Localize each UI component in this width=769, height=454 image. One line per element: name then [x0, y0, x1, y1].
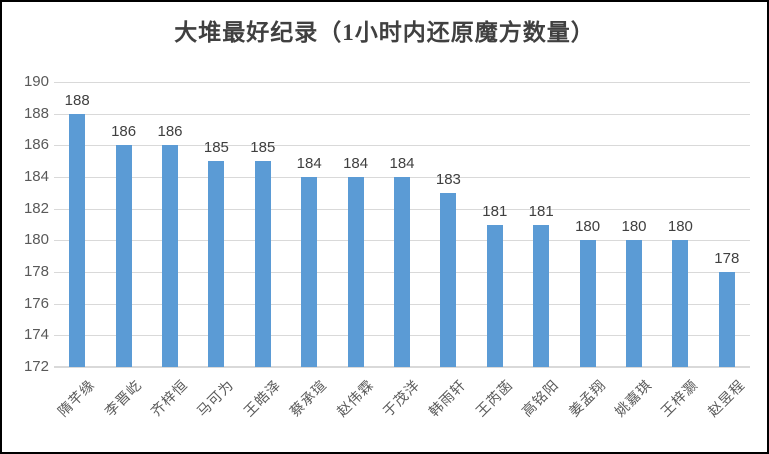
- x-category-label: 李晋屹: [102, 377, 146, 421]
- x-axis: 隋芊缘 李晋屹 齐梓恒 马可为 王皓泽 蔡承瑄 赵伟霖 于茂洋 韩雨轩 王芮菡 高铭阳 姜孟翔 姚嘉琪王…: [54, 367, 750, 452]
- bar-value-label: 184: [296, 155, 322, 172]
- bar-value-label: 185: [203, 139, 229, 157]
- x-category-label: 隋芊缘: [56, 377, 99, 421]
- gridline: [54, 113, 750, 115]
- plot-area: 188 186 186 185 185 184 184 184 183 181 181 180 180 1…: [54, 82, 750, 368]
- y-tick-label: 186: [23, 136, 49, 154]
- x-category-label: 韩雨轩: [427, 377, 470, 421]
- y-tick-label: 182: [23, 199, 49, 217]
- bar-value-label: 181: [528, 202, 554, 220]
- y-axis: 190 188 186 184 182 180 178 176 174 172: [2, 2, 50, 452]
- gridline: [54, 145, 750, 147]
- x-category-label: 马可为: [195, 377, 238, 421]
- bar: [162, 145, 178, 367]
- bar-value-label: 180: [621, 218, 647, 236]
- bar-value-label: 186: [157, 123, 183, 141]
- bar: [718, 272, 735, 367]
- bar: [579, 240, 596, 367]
- y-tick-label: 172: [23, 358, 49, 375]
- bar: [347, 177, 364, 367]
- bar-value-label: 184: [343, 155, 369, 172]
- y-tick-label: 178: [23, 263, 49, 280]
- y-tick-label: 174: [23, 326, 49, 344]
- y-tick-label: 180: [23, 231, 49, 249]
- bar: [254, 161, 271, 367]
- bar-value-label: 183: [435, 170, 461, 188]
- bar: [533, 224, 550, 367]
- bar: [115, 145, 132, 367]
- bar: [486, 224, 503, 367]
- bar-value-label: 181: [482, 202, 508, 220]
- x-category-label: 王皓泽: [241, 377, 285, 421]
- y-tick-label: 188: [23, 104, 49, 122]
- x-category-label: 齐梓恒: [149, 377, 192, 421]
- bar: [626, 240, 642, 367]
- x-category-label: 赵昱程: [705, 377, 749, 421]
- bar-value-label: 180: [667, 218, 693, 236]
- x-category-label: 于茂洋: [381, 377, 424, 421]
- y-tick-label: 184: [23, 168, 49, 185]
- bar: [440, 192, 457, 367]
- x-category-label: 姜孟翔: [566, 377, 610, 421]
- x-category-label: 赵伟霖: [334, 377, 378, 421]
- bar-value-label: 185: [250, 139, 276, 157]
- x-category-label: 蔡承瑄: [288, 377, 331, 421]
- x-category-label: 王芮菡: [473, 377, 517, 421]
- bar-value-label: 188: [64, 91, 90, 109]
- x-category-label: 王梓灏: [659, 377, 702, 421]
- bar-value-label: 186: [111, 123, 137, 141]
- bar: [301, 177, 318, 367]
- gridline: [54, 366, 750, 368]
- bar: [69, 113, 86, 367]
- gridline: [54, 82, 750, 83]
- bar: [208, 161, 225, 367]
- bar-value-label: 178: [714, 250, 740, 267]
- bar: [394, 177, 410, 367]
- bar-value-label: 180: [575, 218, 601, 236]
- y-tick-label: 190: [23, 73, 49, 90]
- bar: [672, 240, 689, 367]
- x-category-label: 姚嘉琪: [613, 377, 656, 421]
- x-category-label: 高铭阳: [520, 377, 563, 421]
- chart-title: 大堆最好纪录（1小时内还原魔方数量）: [174, 20, 595, 45]
- bar-value-label: 184: [389, 155, 415, 172]
- y-tick-label: 176: [23, 294, 49, 312]
